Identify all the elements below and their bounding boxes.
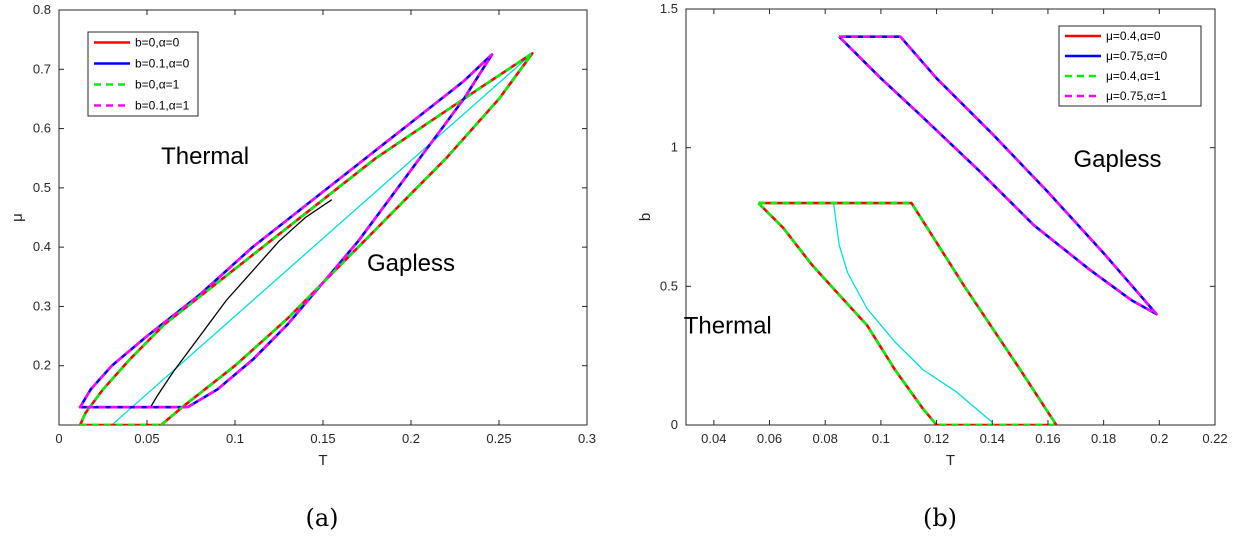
panel-label-b: (b): [923, 504, 957, 532]
x-tick-label: 0.1: [226, 431, 244, 446]
x-tick-label: 0.05: [134, 431, 159, 446]
region-label: Thermal: [161, 143, 249, 170]
y-tick-label: 0.8: [33, 2, 51, 17]
y-tick-label: 0: [671, 417, 678, 432]
chart-panel-a: 0 0.05 0.1 0.15 0.2 0.25 0.3 0.2 0.3 0.4 0.5 0.6 0.7…: [9, 2, 596, 532]
series-line-4: [838, 35, 1158, 316]
y-axis-label-a: μ: [9, 213, 26, 222]
x-tick-label: 0.18: [1091, 431, 1116, 446]
legend-entry: b=0.1,α=0: [135, 57, 190, 71]
reference-line: [111, 52, 533, 425]
legend-entry: b=0,α=1: [135, 78, 180, 92]
legend-entry: μ=0.75,α=0: [1106, 49, 1168, 63]
y-tick-label: 0.2: [33, 358, 51, 373]
series-group-a: [78, 51, 534, 425]
legend-entry: b=0,α=0: [135, 36, 180, 50]
y-tick-label: 1: [671, 140, 678, 155]
y-tick-label: 0.6: [33, 121, 51, 136]
series-group-b: [757, 35, 1158, 425]
x-tick-label: 0.3: [578, 431, 596, 446]
legend-entry: μ=0.4,α=0: [1106, 29, 1161, 43]
x-tick-label: 0.2: [402, 431, 420, 446]
y-tick-label: 0.7: [33, 61, 51, 76]
series-line-3: [78, 51, 534, 425]
x-tick-label: 0.14: [980, 431, 1005, 446]
legend-b: μ=0.4,α=0 μ=0.75,α=0 μ=0.4,α=1 μ=0.75,α=1: [1058, 25, 1202, 107]
x-tick-label: 0.08: [813, 431, 838, 446]
x-tick-label: 0.06: [757, 431, 782, 446]
x-tick-label: 0.25: [486, 431, 511, 446]
reference-line: [149, 199, 333, 408]
x-tick-label: 0.1: [872, 431, 890, 446]
axis-ticks-a: 0 0.05 0.1 0.15 0.2 0.25 0.3 0.2 0.3 0.4 0.5 0.6 0.7…: [33, 2, 596, 446]
region-label: Thermal: [684, 312, 772, 339]
x-tick-label: 0.04: [701, 431, 726, 446]
x-tick-label: 0.15: [310, 431, 335, 446]
x-axis-label-a: T: [318, 452, 327, 469]
legend-a: b=0,α=0 b=0.1,α=0 b=0,α=1 b=0.1,α=1: [87, 31, 199, 117]
legend-entry: b=0.1,α=1: [135, 99, 190, 113]
series-line-4: [78, 53, 494, 409]
y-tick-label: 0.3: [33, 298, 51, 313]
region-label: Gapless: [1074, 146, 1162, 173]
x-tick-label: 0.12: [924, 431, 949, 446]
region-labels-a: Thermal Gapless: [161, 143, 455, 277]
series-line-1: [757, 201, 1058, 425]
legend-entry: μ=0.4,α=1: [1106, 69, 1161, 83]
y-tick-label: 0.5: [33, 180, 51, 195]
y-axis-label-b: b: [637, 213, 654, 221]
legend-box: [1058, 25, 1202, 107]
reference-line: [832, 203, 993, 423]
x-axis-label-b: T: [946, 452, 955, 469]
x-tick-label: 0.2: [1150, 431, 1168, 446]
region-label: Gapless: [367, 250, 455, 277]
axis-ticks-b: 0.04 0.06 0.08 0.1 0.12 0.14 0.16 0.18 0.2 0.22 0 0…: [660, 1, 1228, 446]
x-tick-label: 0.16: [1035, 431, 1060, 446]
region-labels-b: Thermal Gapless: [684, 146, 1162, 339]
y-tick-label: 0.4: [33, 239, 51, 254]
x-tick-label: 0.22: [1202, 431, 1227, 446]
legend-entry: μ=0.75,α=1: [1106, 89, 1168, 103]
x-tick-label: 0: [55, 431, 62, 446]
legend-box: [87, 31, 199, 117]
chart-panel-b: 0.04 0.06 0.08 0.1 0.12 0.14 0.16 0.18 0.2 0.22 0 0…: [637, 1, 1228, 532]
y-tick-label: 0.5: [660, 278, 678, 293]
panel-label-a: (a): [305, 504, 338, 532]
y-tick-label: 1.5: [660, 1, 678, 16]
